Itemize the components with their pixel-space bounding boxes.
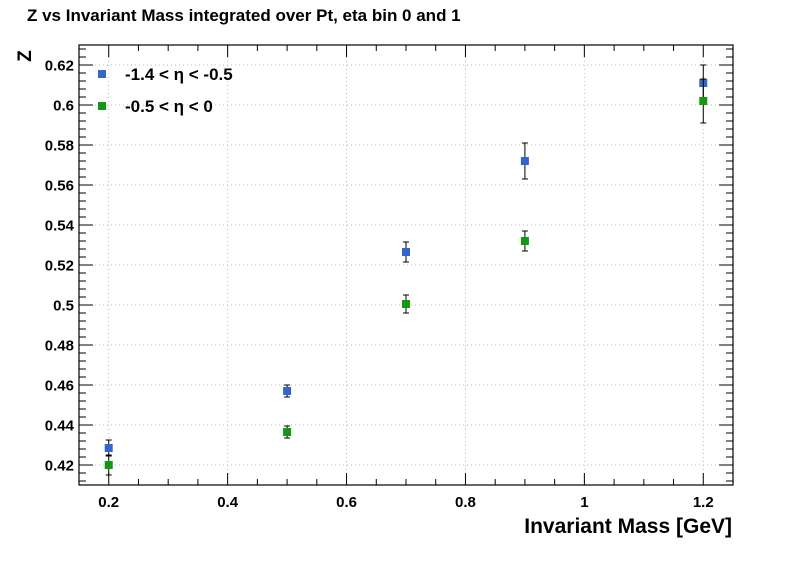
legend-marker [98, 102, 106, 110]
data-point [104, 461, 113, 469]
data-series [104, 64, 708, 476]
data-point [520, 237, 529, 245]
chart-title: Z vs Invariant Mass integrated over Pt, … [27, 6, 461, 25]
x-tick-label: 1.2 [693, 494, 714, 511]
data-point [402, 300, 410, 308]
data-point [104, 444, 113, 452]
y-axis-label: Z [15, 50, 36, 62]
y-tick-label: 0.42 [45, 458, 74, 475]
y-axis-ticks: 0.42 0.44 0.46 0.48 0.5 0.52 0.54 0.56 0.58 0.6 0.… [45, 48, 733, 482]
y-tick-label: 0.44 [45, 418, 75, 435]
x-tick-label: 0.8 [455, 494, 476, 511]
y-tick-label: 0.6 [53, 98, 74, 115]
y-tick-label: 0.52 [45, 258, 74, 275]
x-tick-label: 0.6 [336, 494, 357, 511]
y-tick-label: 0.54 [45, 218, 75, 235]
legend-label: -0.5 < η < 0 [125, 97, 213, 116]
y-tick-label: 0.56 [45, 178, 74, 195]
x-axis-ticks: 0.2 0.4 0.6 0.8 1 1.2 [78, 45, 734, 511]
series-2 [104, 78, 708, 476]
grid [79, 45, 733, 485]
x-tick-label: 1 [580, 494, 588, 511]
x-tick-label: 0.4 [217, 494, 239, 511]
y-tick-label: 0.58 [45, 138, 74, 155]
x-axis-label: Invariant Mass [GeV] [524, 515, 732, 538]
y-tick-label: 0.46 [45, 378, 74, 395]
data-point [283, 387, 292, 395]
x-tick-label: 0.2 [98, 494, 119, 511]
legend-marker [98, 70, 106, 78]
legend-label: -1.4 < η < -0.5 [125, 65, 233, 84]
y-tick-label: 0.5 [53, 298, 74, 315]
data-point [283, 428, 292, 436]
y-tick-label: 0.62 [45, 58, 74, 75]
data-point [402, 248, 410, 256]
legend: -1.4 < η < -0.5 -0.5 < η < 0 [98, 65, 233, 116]
series-1 [104, 64, 708, 457]
data-point [699, 97, 708, 105]
data-point [520, 157, 529, 165]
y-tick-label: 0.48 [45, 338, 74, 355]
